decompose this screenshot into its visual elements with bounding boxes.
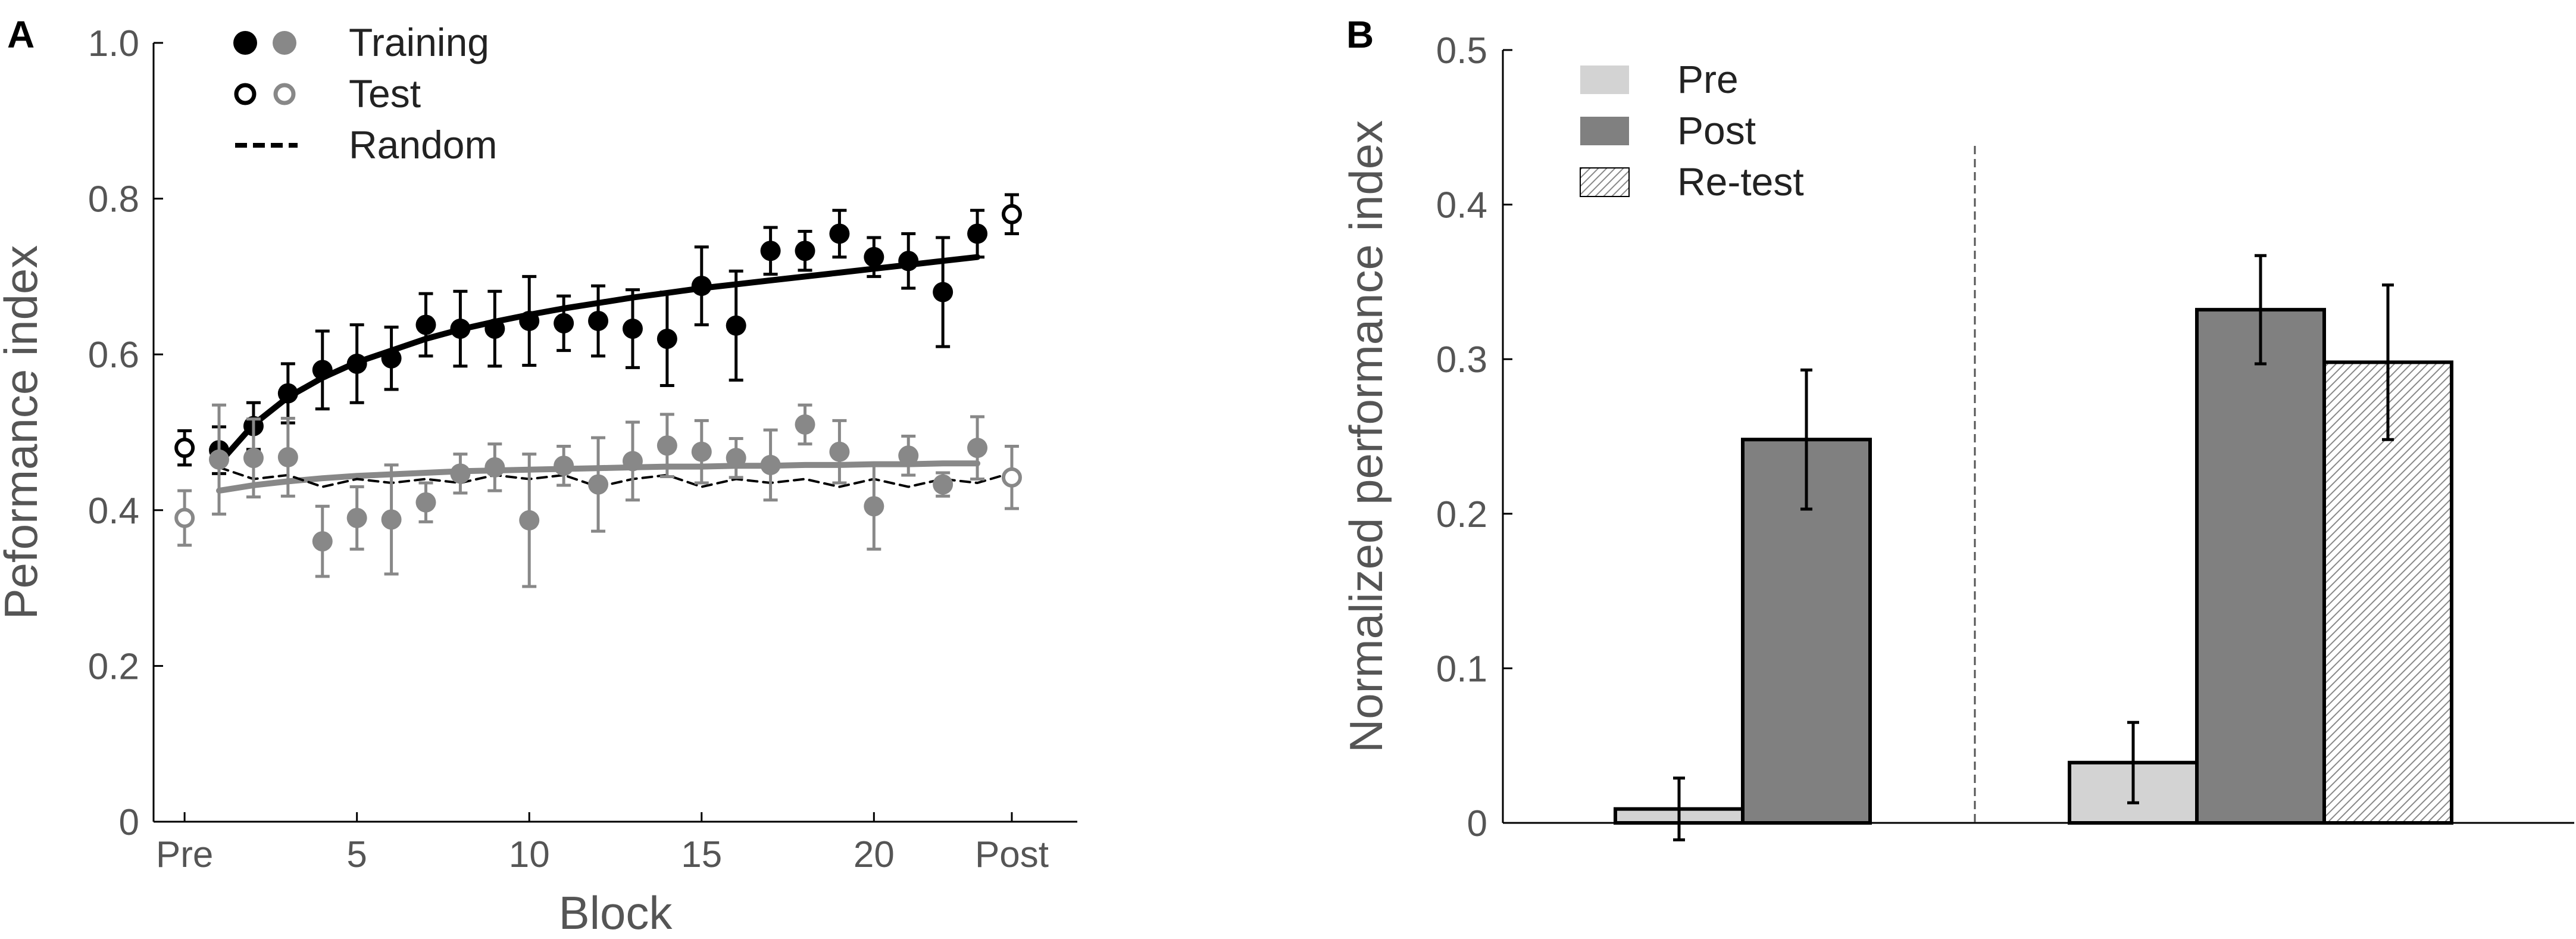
data-point-training (209, 449, 230, 470)
y-tick-label: 0.2 (1436, 494, 1487, 535)
y-tick-label: 0.4 (88, 491, 139, 532)
legend-pre-swatch (1580, 65, 1629, 94)
panel-b-y-title: Normalized performance index (1340, 120, 1392, 753)
data-point-training (829, 223, 850, 244)
data-point-training (726, 315, 746, 336)
x-tick-label: 15 (681, 834, 722, 875)
legend-retest-label: Re-test (1677, 160, 1804, 204)
legend-training-black-marker (233, 31, 257, 55)
y-tick-label: 0.6 (88, 335, 139, 376)
data-point-training (898, 251, 919, 272)
data-point-test (1001, 204, 1022, 224)
data-point-training (381, 348, 402, 369)
data-point-test (1001, 467, 1022, 488)
y-tick-label: 0 (1467, 803, 1487, 844)
panel-a: A 0 0.2 0.4 0.6 0.8 1.0 Pre 5 10 15 20 Post Block P… (0, 13, 1077, 939)
x-tick-label: 5 (346, 834, 367, 875)
legend-test-label: Test (349, 71, 421, 116)
panel-b-bars (1614, 254, 2453, 842)
panel-a-x-title: Block (559, 887, 673, 939)
data-point-training (588, 310, 609, 331)
x-tick-label: Pre (156, 834, 213, 875)
data-point-test (174, 507, 195, 528)
data-point-training (864, 496, 884, 517)
x-tick-label: 20 (854, 834, 895, 875)
legend-test-black-marker (234, 83, 257, 105)
data-point-training (450, 463, 471, 484)
legend-training-label: Training (349, 20, 489, 64)
data-point-training (588, 474, 609, 495)
y-tick-label: 0.8 (88, 179, 139, 220)
panel-b: B 0 0.1 0.2 0.3 0.4 0.5 Normalized performanc… (1340, 13, 2574, 844)
panel-b-legend: Pre Post Re-test (1580, 57, 1804, 204)
panel-b-ticks: 0 0.1 0.2 0.3 0.4 0.5 (1436, 30, 1512, 844)
legend-training-gray-marker (273, 31, 296, 55)
panel-a-y-title: Peformance index (0, 245, 47, 620)
data-point-training (243, 448, 264, 469)
data-point-training (450, 319, 471, 339)
panel-a-ticks: 0 0.2 0.4 0.6 0.8 1.0 Pre 5 10 15 20 Post (88, 23, 1049, 875)
data-point-training (277, 447, 298, 467)
data-point-training (277, 383, 298, 404)
data-point-training (795, 414, 815, 435)
legend-retest-swatch (1580, 167, 1630, 197)
x-tick-label: 10 (509, 834, 550, 875)
y-tick-label: 1.0 (88, 23, 139, 64)
data-point-training (691, 276, 712, 297)
panel-a-points (174, 193, 1022, 588)
panel-b-letter: B (1346, 13, 1374, 56)
y-tick-label: 0.2 (88, 646, 139, 687)
y-tick-label: 0.5 (1436, 30, 1487, 71)
data-point-training (760, 241, 781, 261)
data-point-training (554, 313, 574, 333)
data-point-training (415, 492, 436, 513)
data-point-training (656, 329, 677, 350)
data-point-training (484, 457, 505, 478)
data-point-test (174, 438, 195, 458)
panel-a-letter: A (7, 13, 35, 56)
y-tick-label: 0.4 (1436, 185, 1487, 226)
data-point-training (415, 314, 436, 335)
data-point-training (484, 319, 505, 339)
data-point-training (656, 435, 677, 456)
data-point-training (346, 353, 367, 374)
y-tick-label: 0.1 (1436, 648, 1487, 690)
data-point-training (312, 531, 333, 552)
data-point-training (312, 360, 333, 380)
data-point-training (933, 282, 954, 302)
panel-a-axes (152, 43, 1077, 823)
data-point-training (829, 441, 850, 462)
data-point-training (967, 223, 988, 244)
bar-post (2195, 308, 2326, 825)
legend-post-label: Post (1677, 108, 1756, 152)
x-tick-label: Post (975, 834, 1049, 875)
legend-post-swatch (1580, 117, 1629, 145)
data-point-training (346, 507, 367, 528)
data-point-training (519, 310, 540, 331)
data-point-training (864, 247, 884, 267)
data-point-training (691, 441, 712, 462)
legend-random-label: Random (349, 123, 497, 167)
data-point-training (967, 438, 988, 458)
data-point-training (933, 474, 954, 495)
data-point-training (622, 451, 643, 472)
panel-a-legend: Training Test Random (233, 20, 497, 167)
random-baseline-line (218, 466, 1013, 488)
data-point-training (795, 241, 815, 261)
data-point-training (622, 319, 643, 339)
data-point-training (760, 454, 781, 475)
legend-pre-label: Pre (1677, 57, 1739, 101)
legend-test-gray-marker (273, 83, 296, 105)
data-point-training (381, 509, 402, 530)
y-tick-label: 0 (119, 802, 139, 843)
data-point-training (726, 448, 746, 469)
data-point-training (898, 445, 919, 466)
y-tick-label: 0.3 (1436, 339, 1487, 380)
panel-a-lines (216, 254, 1013, 494)
data-point-training (519, 510, 540, 531)
data-point-training (554, 456, 574, 476)
